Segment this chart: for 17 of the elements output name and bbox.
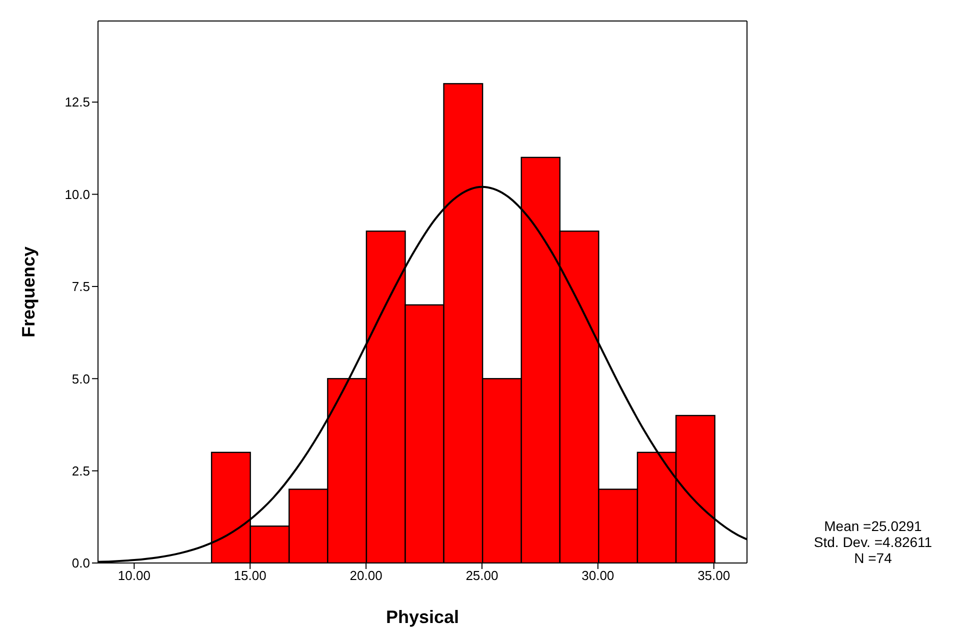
x-tick-label: 30.00 xyxy=(582,568,614,584)
x-tick-label: 35.00 xyxy=(698,568,730,584)
y-tick-label: 10.0 xyxy=(64,186,90,202)
x-axis-title: Physical xyxy=(386,607,460,627)
y-tick-label: 0.0 xyxy=(72,556,90,571)
y-tick-label: 2.5 xyxy=(72,463,90,478)
y-tick-label: 5.0 xyxy=(72,371,90,386)
text: Std. Dev. =4.82611 xyxy=(812,534,934,550)
text: Mean =25.0291 xyxy=(823,518,923,534)
x-tick-label: 10.00 xyxy=(118,568,150,584)
text: N =74 xyxy=(853,550,893,566)
x-tick-label: 25.00 xyxy=(466,568,498,584)
y-tick-label: 7.5 xyxy=(72,279,90,294)
y-axis-title: Frequency xyxy=(18,246,38,338)
x-tick-label: 15.00 xyxy=(234,568,266,584)
x-tick-label: 20.00 xyxy=(350,568,382,584)
y-tick-label: 12.5 xyxy=(64,94,90,110)
